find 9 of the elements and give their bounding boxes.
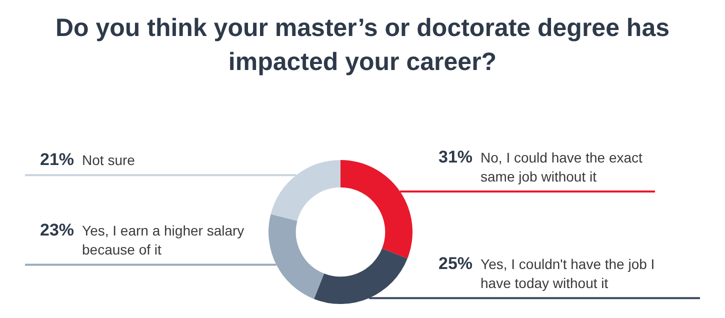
chart-title: Do you think your master’s or doctorate degree has impacted your career? bbox=[54, 13, 671, 78]
slice-label: Not sure bbox=[82, 152, 136, 168]
data-label: 25% bbox=[438, 254, 473, 274]
slice-label: Yes, I couldn't have the job I have today without it bbox=[480, 256, 655, 292]
data-label: 23% bbox=[40, 220, 74, 240]
slice-label: Yes, I earn a higher salary because of it bbox=[82, 222, 244, 258]
data-label: 21% bbox=[40, 150, 74, 170]
slice-label: No, I could have the exact same job without it bbox=[480, 150, 643, 185]
data-label: 31% bbox=[438, 148, 473, 167]
